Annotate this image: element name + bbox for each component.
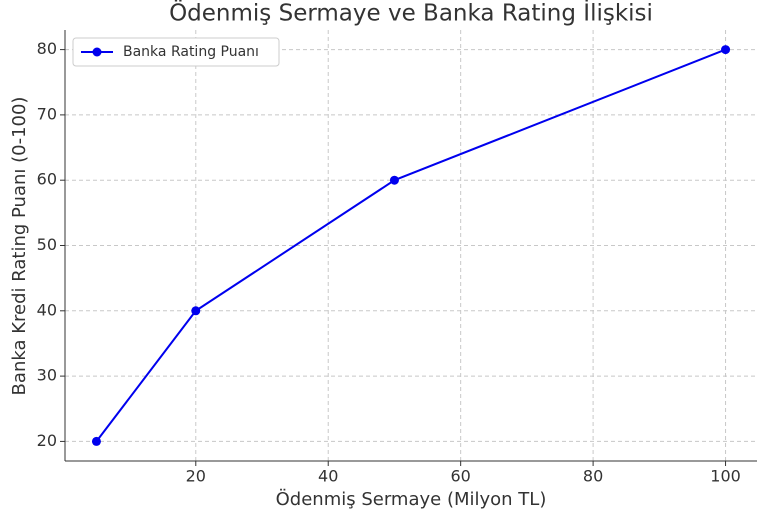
y-axis-label: Banka Kredi Rating Puanı (0-100): [9, 97, 30, 396]
y-tick-label: 40: [37, 300, 57, 319]
legend: Banka Rating Puanı: [72, 37, 280, 67]
y-tick-label: 80: [37, 39, 57, 58]
x-tick-label: 20: [186, 467, 206, 486]
series-line: [95, 48, 726, 443]
y-tick-label: 20: [37, 431, 57, 450]
point: [721, 45, 731, 55]
point: [389, 175, 399, 185]
x-tick-label: 40: [318, 467, 338, 486]
point: [91, 436, 101, 446]
x-tick-label: 60: [450, 467, 470, 486]
legend-label: Banka Rating Puanı: [123, 44, 259, 60]
y-tick-label: 60: [37, 170, 57, 189]
y-tick-label: 70: [37, 104, 57, 123]
x-tick-label: 100: [710, 467, 741, 486]
chart-title: Ödenmiş Sermaye ve Banka Rating İlişkisi: [169, 0, 653, 27]
point: [191, 306, 201, 316]
legend-marker: [92, 47, 102, 57]
x-tick-label: 80: [583, 467, 603, 486]
x-axis-label: Ödenmiş Sermaye (Milyon TL): [276, 488, 547, 510]
legend-box: [72, 37, 280, 67]
y-tick-label: 30: [37, 366, 57, 385]
y-tick-label: 50: [37, 235, 57, 254]
